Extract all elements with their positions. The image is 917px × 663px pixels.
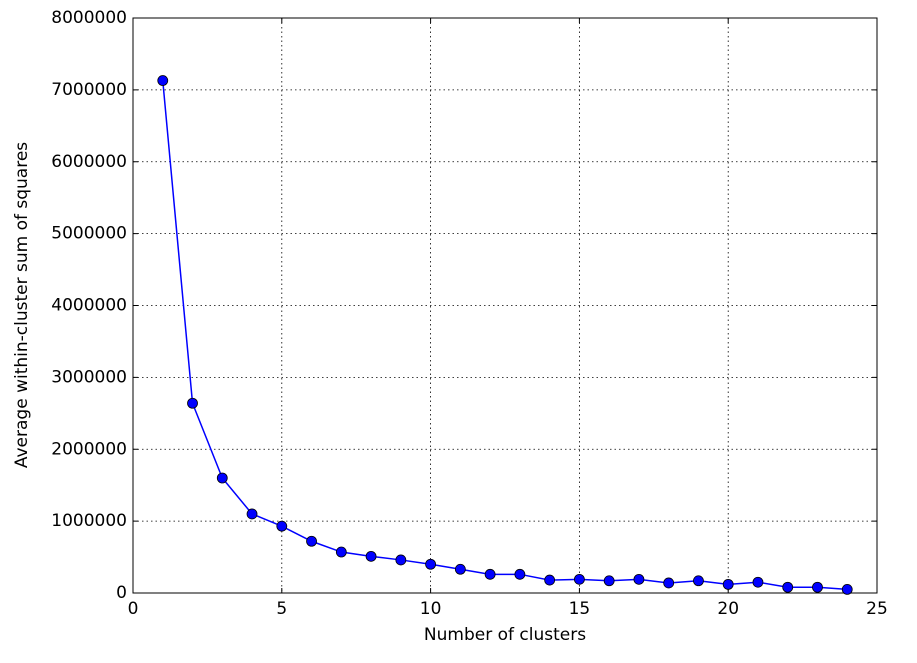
data-point <box>663 577 675 589</box>
data-point <box>454 563 466 575</box>
data-point <box>395 554 407 566</box>
data-point <box>693 575 704 587</box>
data-point <box>187 397 198 409</box>
data-point <box>752 576 764 588</box>
y-tick-label: 7000000 <box>51 80 127 100</box>
x-tick-label: 25 <box>866 599 888 619</box>
x-tick-label: 15 <box>569 599 591 619</box>
data-point <box>574 573 585 585</box>
y-tick-label: 2000000 <box>51 439 127 459</box>
data-point <box>276 520 288 532</box>
data-point <box>544 574 556 586</box>
x-tick-label: 20 <box>717 599 739 619</box>
data-point <box>812 581 823 593</box>
plot-frame <box>132 17 878 594</box>
data-line <box>162 80 848 591</box>
y-axis-label: Average within-cluster sum of squares <box>12 142 32 468</box>
data-point <box>722 578 734 590</box>
x-axis-label: Number of clusters <box>424 625 586 645</box>
data-point <box>603 575 615 587</box>
x-tick-label: 0 <box>128 599 139 619</box>
data-point <box>306 535 317 547</box>
y-tick-label: 4000000 <box>51 296 127 316</box>
data-point <box>514 568 526 580</box>
y-tick-label: 6000000 <box>51 152 127 172</box>
data-point <box>246 508 258 520</box>
data-point <box>365 550 377 562</box>
x-tick-label: 10 <box>420 599 442 619</box>
y-tick-label: 5000000 <box>51 224 127 244</box>
data-point <box>633 573 645 585</box>
data-point <box>157 75 169 86</box>
data-point <box>484 568 496 580</box>
x-tick-label: 5 <box>276 599 287 619</box>
y-tick-label: 3000000 <box>51 367 127 387</box>
data-point <box>216 472 228 484</box>
data-point <box>335 546 347 558</box>
y-tick-label: 8000000 <box>51 8 127 28</box>
data-point <box>841 584 853 595</box>
y-tick-label: 0 <box>116 583 127 603</box>
y-tick-label: 1000000 <box>51 511 127 531</box>
data-point <box>425 558 437 570</box>
data-point <box>782 581 794 593</box>
